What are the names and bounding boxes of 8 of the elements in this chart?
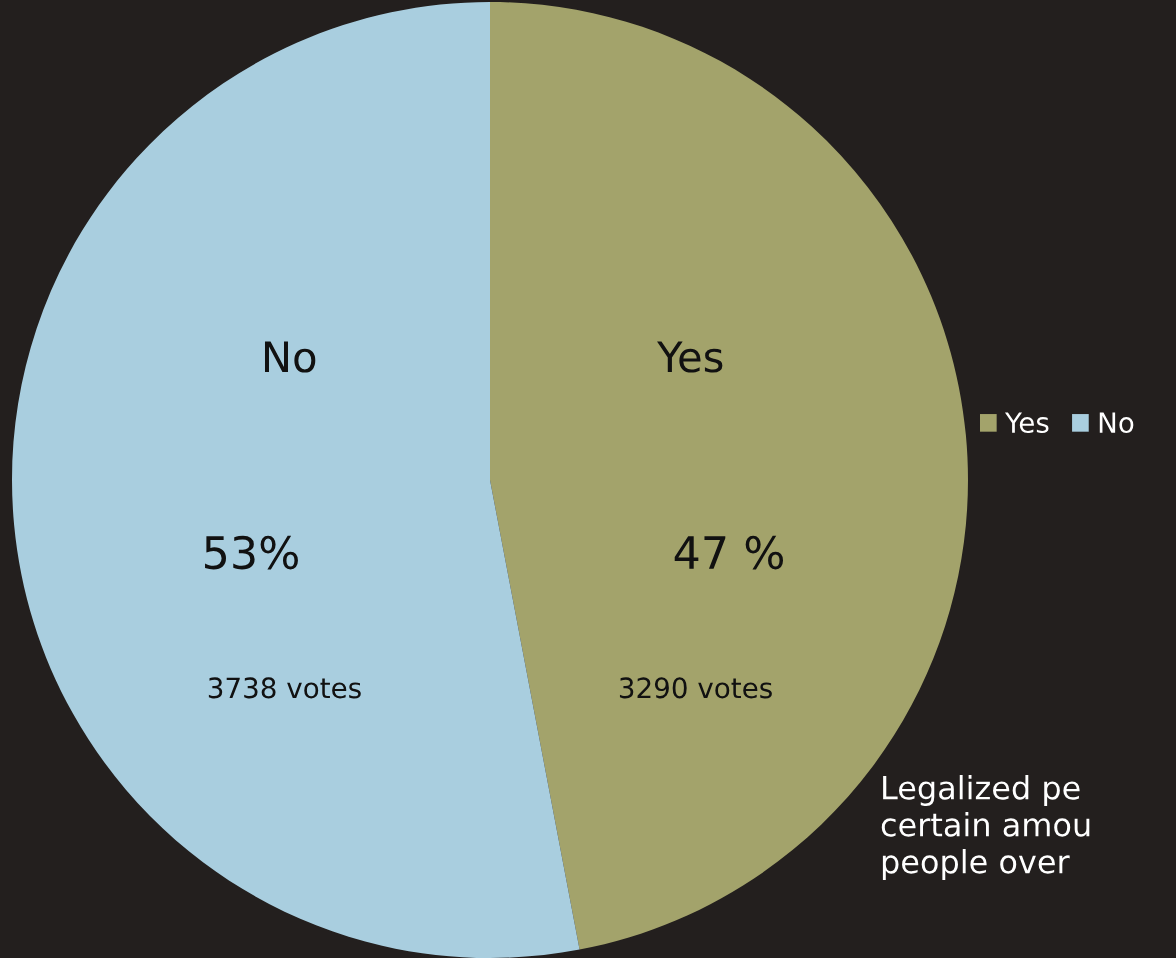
legend-label: No: [1099, 412, 1134, 434]
pie-slice: [12, 2, 580, 958]
slice-label: No: [265, 341, 316, 373]
legend-label: Yes: [1004, 412, 1049, 434]
text: 53% 3738 votes: [205, 535, 361, 699]
text: 47 % 3290 votes: [619, 535, 783, 699]
text: Legalized pe certain amou people over: [881, 775, 1090, 880]
slice-label: Yes: [657, 341, 723, 373]
